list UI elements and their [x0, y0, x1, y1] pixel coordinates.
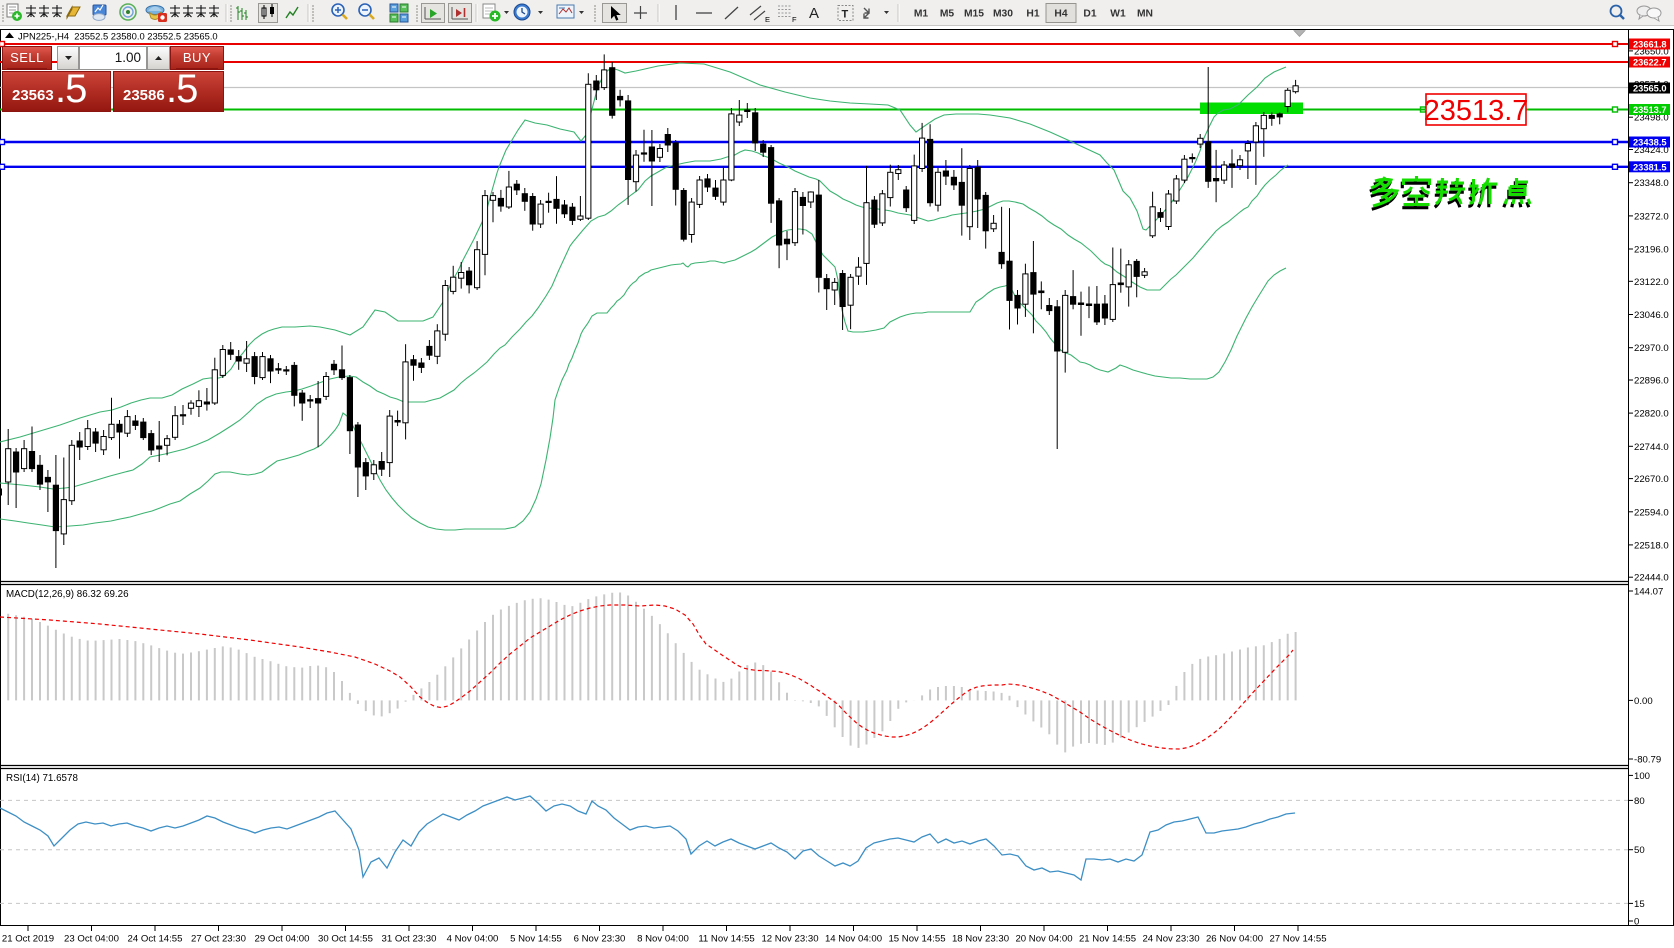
- svg-text:26 Nov 04:00: 26 Nov 04:00: [1206, 934, 1263, 945]
- svg-text:8 Nov 04:00: 8 Nov 04:00: [637, 934, 689, 945]
- svg-text:H4: H4: [1054, 9, 1067, 20]
- svg-text:80: 80: [1634, 796, 1645, 807]
- svg-text:15: 15: [1634, 899, 1645, 910]
- svg-text:M30: M30: [993, 9, 1013, 20]
- svg-text:F: F: [792, 15, 797, 24]
- svg-text:22518.0: 22518.0: [1634, 540, 1669, 551]
- svg-text:M15: M15: [964, 9, 984, 20]
- svg-text:144.07: 144.07: [1634, 587, 1663, 598]
- svg-text:H1: H1: [1026, 9, 1039, 20]
- svg-text:23381.5: 23381.5: [1633, 162, 1667, 172]
- svg-text:W1: W1: [1110, 9, 1126, 20]
- svg-text:M1: M1: [914, 9, 929, 20]
- svg-text:23661.8: 23661.8: [1633, 40, 1667, 50]
- svg-text:23513.7: 23513.7: [1633, 105, 1667, 115]
- svg-text:15 Nov 14:55: 15 Nov 14:55: [888, 934, 945, 945]
- svg-text:5 Nov 14:55: 5 Nov 14:55: [510, 934, 562, 945]
- svg-text:M5: M5: [940, 9, 955, 20]
- svg-text:24 Oct 14:55: 24 Oct 14:55: [128, 934, 183, 945]
- svg-text:6 Nov 23:30: 6 Nov 23:30: [574, 934, 626, 945]
- svg-text:21 Nov 14:55: 21 Nov 14:55: [1079, 934, 1136, 945]
- svg-text:27 Oct 23:30: 27 Oct 23:30: [191, 934, 246, 945]
- svg-text:23513.7: 23513.7: [1424, 95, 1529, 127]
- svg-text:50: 50: [1634, 845, 1645, 856]
- svg-text:23650.0: 23650.0: [1634, 46, 1669, 57]
- svg-text:MACD(12,26,9) 86.32 69.26: MACD(12,26,9) 86.32 69.26: [6, 589, 129, 600]
- svg-text:22820.0: 22820.0: [1634, 409, 1669, 420]
- svg-text:23046.0: 23046.0: [1634, 310, 1669, 321]
- svg-text:22444.0: 22444.0: [1634, 573, 1669, 584]
- svg-text:E: E: [765, 15, 770, 24]
- svg-text:22970.0: 22970.0: [1634, 343, 1669, 354]
- svg-text:29 Oct 04:00: 29 Oct 04:00: [255, 934, 310, 945]
- svg-text:23498.0: 23498.0: [1634, 113, 1669, 124]
- svg-text:31 Oct 23:30: 31 Oct 23:30: [382, 934, 437, 945]
- svg-text:21 Oct 2019: 21 Oct 2019: [2, 934, 54, 945]
- svg-text:23122.0: 23122.0: [1634, 277, 1669, 288]
- svg-text:RSI(14) 71.6578: RSI(14) 71.6578: [6, 773, 78, 784]
- svg-text:-80.79: -80.79: [1634, 755, 1661, 766]
- svg-text:A: A: [809, 5, 819, 22]
- svg-text:23196.0: 23196.0: [1634, 245, 1669, 256]
- svg-text:22594.0: 22594.0: [1634, 507, 1669, 518]
- svg-text:0: 0: [1634, 917, 1639, 928]
- svg-text:100: 100: [1634, 771, 1650, 782]
- svg-text:22670.0: 22670.0: [1634, 474, 1669, 485]
- svg-text:18 Nov 23:30: 18 Nov 23:30: [952, 934, 1009, 945]
- svg-text:23438.5: 23438.5: [1633, 138, 1667, 148]
- svg-text:23348.0: 23348.0: [1634, 178, 1669, 189]
- svg-text:12 Nov 23:30: 12 Nov 23:30: [761, 934, 818, 945]
- svg-text:23 Oct 04:00: 23 Oct 04:00: [64, 934, 119, 945]
- svg-text:23622.7: 23622.7: [1633, 58, 1667, 68]
- svg-text:24 Nov 23:30: 24 Nov 23:30: [1142, 934, 1199, 945]
- svg-text:23565.0: 23565.0: [1633, 84, 1667, 94]
- svg-text:D1: D1: [1083, 9, 1096, 20]
- svg-text:14 Nov 04:00: 14 Nov 04:00: [825, 934, 882, 945]
- svg-text:23272.0: 23272.0: [1634, 211, 1669, 222]
- svg-text:27 Nov 14:55: 27 Nov 14:55: [1269, 934, 1326, 945]
- svg-text:4 Nov 04:00: 4 Nov 04:00: [447, 934, 499, 945]
- svg-text:MN: MN: [1137, 9, 1153, 20]
- svg-text:JPN225-,H4 23552.5 23580.0 23: JPN225-,H4 23552.5 23580.0 23552.5 23565…: [18, 31, 218, 42]
- svg-text:20 Nov 04:00: 20 Nov 04:00: [1015, 934, 1072, 945]
- svg-text:23424.0: 23424.0: [1634, 145, 1669, 156]
- svg-text:11 Nov 14:55: 11 Nov 14:55: [698, 934, 754, 945]
- svg-text:30 Oct 14:55: 30 Oct 14:55: [318, 934, 373, 945]
- svg-text:22744.0: 22744.0: [1634, 442, 1669, 453]
- svg-text:0.00: 0.00: [1634, 696, 1653, 707]
- svg-text:T: T: [842, 9, 849, 21]
- svg-text:22896.0: 22896.0: [1634, 376, 1669, 387]
